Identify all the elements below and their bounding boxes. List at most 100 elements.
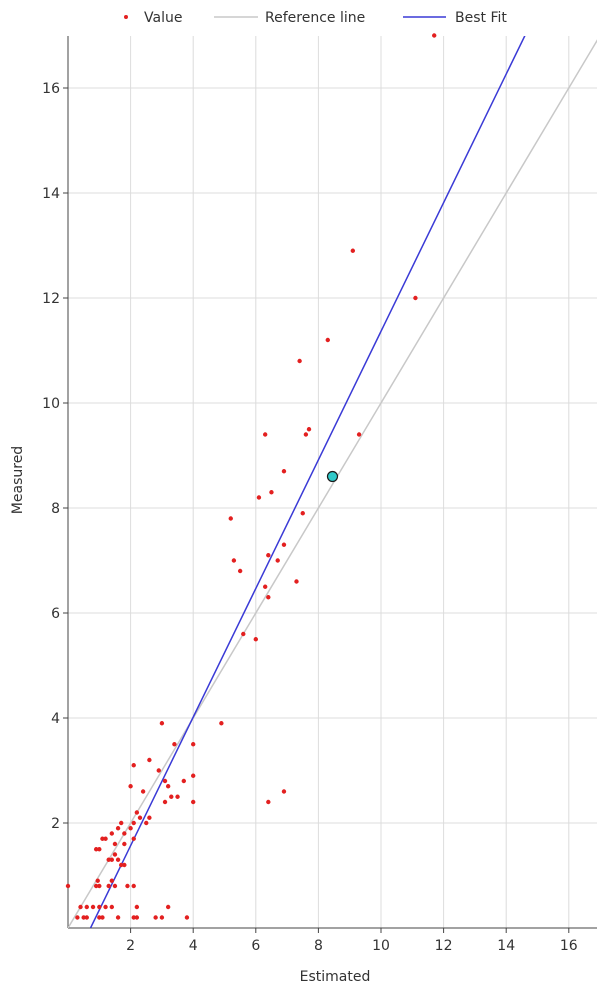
x-tick-label: 16 <box>560 938 578 954</box>
data-point <box>256 495 262 500</box>
x-tick-label: 6 <box>251 938 260 954</box>
data-point <box>162 799 168 805</box>
data-point <box>93 847 99 852</box>
y-tick-label: 2 <box>51 816 60 832</box>
data-point <box>100 915 105 920</box>
data-point <box>281 789 287 794</box>
data-point <box>97 883 102 889</box>
data-point <box>156 768 161 773</box>
x-tick-label: 4 <box>189 938 198 954</box>
data-point <box>81 915 86 920</box>
data-point <box>115 826 121 831</box>
legend-reference-label: Reference line <box>265 10 365 26</box>
data-point <box>165 904 171 910</box>
data-point <box>275 558 280 563</box>
data-point <box>97 915 102 920</box>
data-point <box>181 778 187 784</box>
data-point <box>125 883 130 889</box>
data-point <box>93 883 99 889</box>
legend-value-marker <box>124 15 128 19</box>
data-point <box>191 773 196 778</box>
data-point <box>300 511 305 516</box>
axes <box>63 36 597 933</box>
y-tick-label: 4 <box>51 711 60 727</box>
data-point <box>303 432 309 437</box>
data-point <box>131 915 136 920</box>
grid-lines <box>68 36 597 928</box>
x-tick-label: 14 <box>497 938 515 954</box>
best-fit-line <box>89 36 526 928</box>
data-point <box>106 883 111 889</box>
data-point <box>75 915 80 920</box>
data-point <box>172 742 177 747</box>
data-point <box>432 33 437 38</box>
best-fit-line-group <box>89 36 526 928</box>
data-point <box>241 631 246 637</box>
y-tick-label: 10 <box>42 396 60 412</box>
data-point <box>112 852 118 857</box>
data-point <box>325 337 330 343</box>
data-point <box>253 637 258 642</box>
y-tick-label: 14 <box>42 186 60 202</box>
data-point <box>147 815 152 820</box>
data-point <box>165 784 171 789</box>
data-point <box>112 841 118 847</box>
data-point <box>109 831 115 836</box>
data-point <box>103 836 108 841</box>
data-point <box>122 841 127 847</box>
data-point <box>228 516 233 521</box>
data-point <box>109 878 115 883</box>
data-point <box>413 295 418 301</box>
data-point <box>137 815 143 820</box>
data-point <box>262 432 268 437</box>
data-point <box>266 553 271 558</box>
data-point <box>356 432 362 437</box>
data-point <box>100 836 105 841</box>
data-point <box>191 799 196 805</box>
data-point <box>109 857 115 862</box>
data-point <box>162 778 168 784</box>
data-point <box>175 794 180 799</box>
data-point <box>294 579 299 584</box>
data-point <box>231 558 237 563</box>
y-tick-label: 12 <box>42 291 60 307</box>
data-point <box>97 847 102 852</box>
x-axis-title: Estimated <box>300 969 371 985</box>
data-point <box>128 784 133 789</box>
data-point <box>237 568 243 574</box>
y-tick-labels: 2 4 6 8 10 12 14 16 <box>42 81 60 832</box>
data-point <box>269 490 274 495</box>
data-point <box>350 248 356 253</box>
data-point <box>144 820 149 826</box>
data-point <box>78 904 83 910</box>
data-point <box>134 904 140 910</box>
data-point <box>131 820 136 826</box>
data-point <box>106 857 111 862</box>
data-point <box>297 358 302 364</box>
data-point <box>109 904 115 910</box>
x-tick-label: 12 <box>435 938 453 954</box>
data-point <box>84 904 89 910</box>
data-point <box>122 862 127 868</box>
data-point <box>147 757 152 763</box>
data-point <box>112 883 118 889</box>
data-point <box>219 721 224 726</box>
data-point <box>90 904 96 910</box>
highlight-group <box>326 470 339 483</box>
x-tick-labels: 2 4 6 8 10 12 14 16 <box>126 938 578 954</box>
data-point <box>159 915 165 920</box>
data-point <box>169 794 174 799</box>
data-point <box>84 915 89 920</box>
y-tick-label: 16 <box>42 81 60 97</box>
data-point <box>184 915 190 920</box>
data-point <box>266 595 271 600</box>
data-point <box>262 584 268 589</box>
data-point <box>115 857 121 862</box>
data-point <box>131 836 136 841</box>
data-point <box>131 883 136 889</box>
x-tick-label: 2 <box>126 938 135 954</box>
data-point <box>281 542 287 547</box>
legend-value-label: Value <box>144 10 182 26</box>
data-point <box>122 831 127 836</box>
